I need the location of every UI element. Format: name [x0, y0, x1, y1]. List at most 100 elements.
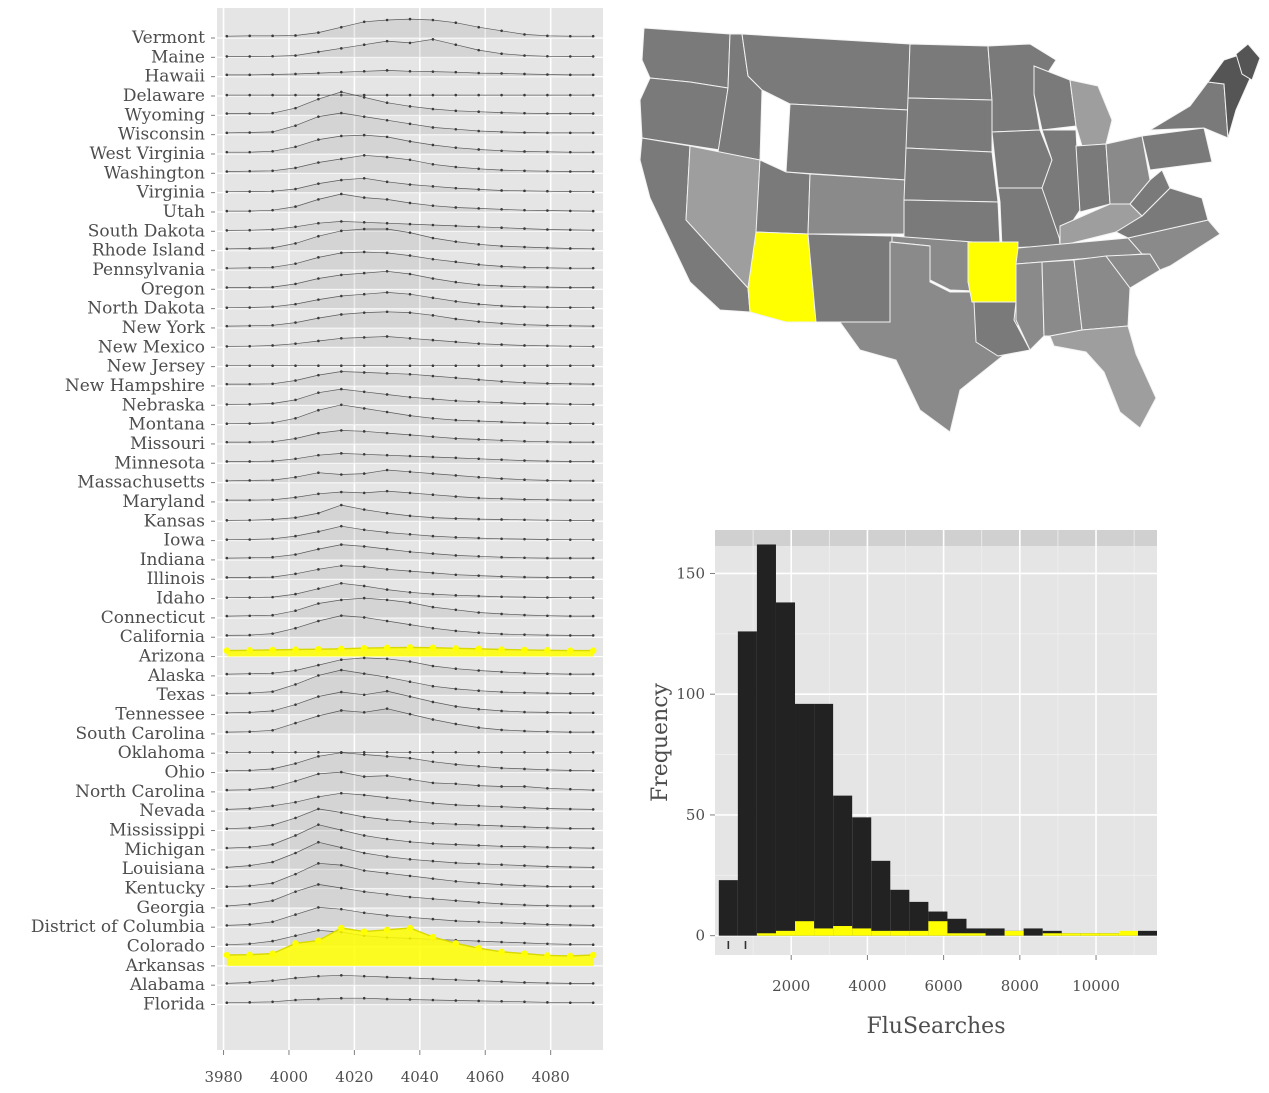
- ridge-point: [500, 364, 503, 368]
- ridge-point: [317, 277, 320, 280]
- hist-bar: [852, 817, 872, 936]
- ridge-point: [477, 574, 480, 577]
- ridge-point: [271, 34, 274, 38]
- ridge-point: [546, 189, 549, 193]
- ridge-state-label: Ohio: [164, 763, 205, 783]
- ridge-area: [226, 229, 594, 251]
- ridge-point: [568, 730, 572, 734]
- ridge-point: [340, 581, 343, 585]
- map-state-georgia: [1073, 255, 1131, 331]
- ridge-state-label: Oregon: [141, 279, 205, 299]
- ridge-point: [317, 31, 320, 34]
- ridge-state-label: Delaware: [123, 86, 205, 106]
- ridge-point: [431, 516, 435, 519]
- ridge-point: [454, 880, 458, 883]
- ridge-point: [340, 157, 343, 161]
- ridge-point: [340, 503, 343, 507]
- ridge-point: [591, 150, 595, 154]
- ridge-point: [431, 38, 435, 41]
- map-state-new-england: [1207, 53, 1253, 139]
- ridge-point: [271, 130, 274, 134]
- ridge-point: [340, 996, 343, 1000]
- ridge-series: [225, 93, 595, 97]
- ridge-area: [226, 70, 594, 77]
- ridge-point: [500, 785, 503, 788]
- ridge-point: [408, 712, 412, 716]
- ridge-point: [477, 901, 480, 904]
- ridge-point: [500, 420, 503, 424]
- ridge-point: [225, 885, 229, 889]
- ridge-point: [225, 403, 229, 406]
- ridge-point: [568, 807, 572, 811]
- ridge-point: [431, 917, 435, 921]
- ridge-point: [454, 629, 458, 633]
- ridge-point: [454, 240, 458, 243]
- ridge-point: [317, 492, 320, 496]
- ridge-point: [385, 135, 389, 139]
- ridge-point: [546, 942, 549, 946]
- ridge-point: [500, 518, 503, 521]
- ridge-point: [248, 422, 252, 425]
- ridge-point: [454, 300, 458, 303]
- ridge-point: [408, 122, 412, 126]
- ridge-point: [385, 18, 389, 22]
- ridge-state-label: Wisconsin: [118, 125, 205, 145]
- ridge-state-label: Kentucky: [125, 879, 206, 899]
- ridge-point: [340, 598, 343, 602]
- ridge-point: [406, 924, 414, 932]
- ridge-point: [500, 207, 503, 211]
- ridge-point: [385, 997, 389, 1001]
- ridge-point: [362, 430, 366, 433]
- ridge-point: [546, 73, 549, 76]
- hist-x-tick-label: 2000: [772, 977, 810, 995]
- ridge-state-label: Maryland: [122, 492, 205, 512]
- ridge-point: [248, 769, 252, 772]
- ridge-point: [248, 364, 252, 368]
- ridge-point: [385, 221, 389, 225]
- ridge-point: [500, 189, 503, 192]
- ridge-point: [362, 616, 366, 619]
- ridge-point: [408, 895, 412, 899]
- hist-bar-highlight: [795, 921, 815, 936]
- ridge-point: [271, 1000, 274, 1004]
- ridge-point: [546, 209, 549, 212]
- ridge-point: [546, 691, 549, 695]
- ridge-point: [408, 201, 412, 205]
- ridge-point: [271, 613, 274, 617]
- hist-bar-highlight: [909, 930, 929, 936]
- ridge-point: [271, 920, 274, 924]
- ridge-point: [500, 149, 503, 153]
- ridge-point: [294, 282, 297, 286]
- ridge-point: [362, 472, 366, 475]
- ridge-point: [248, 402, 252, 406]
- hist-bar-highlight: [833, 926, 853, 936]
- ridge-point: [523, 208, 526, 212]
- ridge-point: [523, 93, 526, 97]
- ridge-point: [248, 55, 252, 58]
- ridge-area: [226, 884, 594, 908]
- ridge-point: [568, 479, 572, 483]
- ridge-point: [500, 111, 503, 114]
- ridge-point: [454, 919, 458, 923]
- ridge-point: [362, 596, 366, 600]
- ridge-point: [408, 254, 412, 257]
- ridge-point: [454, 224, 458, 228]
- ridge-point: [408, 105, 412, 108]
- ridge-series: [225, 862, 595, 889]
- map-state-new-mexico: [807, 233, 893, 323]
- ridge-point: [385, 755, 389, 758]
- ridge-point: [362, 851, 366, 855]
- ridge-point: [546, 344, 549, 348]
- ridge-point: [225, 1001, 229, 1004]
- ridge-point: [340, 370, 343, 373]
- ridge-point: [225, 34, 229, 38]
- ridge-point: [340, 863, 343, 867]
- ridge-point: [362, 227, 366, 231]
- ridge-point: [591, 885, 595, 889]
- ridge-point: [591, 55, 595, 58]
- ridge-point: [225, 498, 229, 502]
- ridge-point: [431, 700, 435, 704]
- ridge-point: [340, 111, 343, 115]
- hist-bar: [833, 795, 853, 936]
- ridge-state-label: Florida: [143, 995, 205, 1015]
